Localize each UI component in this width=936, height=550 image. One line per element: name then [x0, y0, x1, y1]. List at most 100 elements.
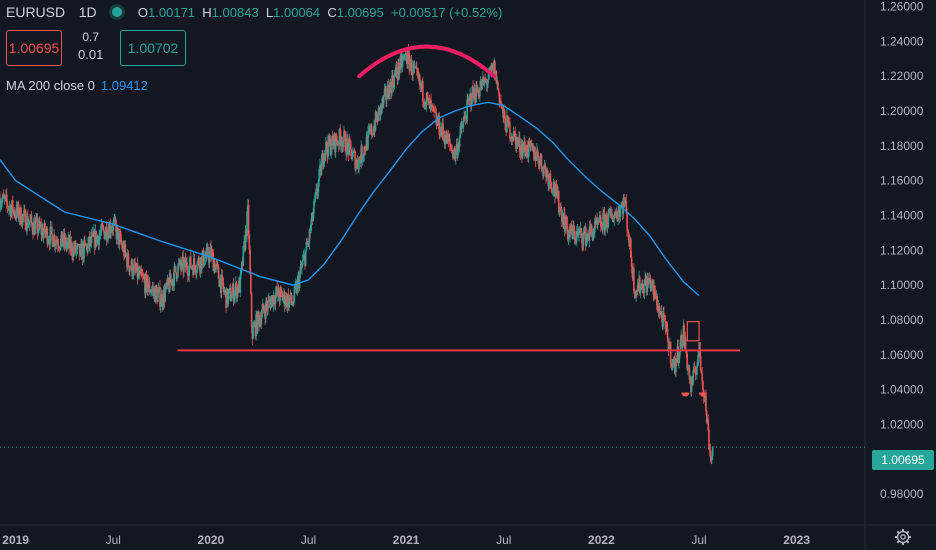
candle-body [273, 295, 275, 302]
candle-body [425, 93, 428, 105]
candle-body [711, 456, 713, 460]
candle-body [47, 240, 49, 245]
candle-body [35, 219, 37, 223]
candle-body [340, 136, 342, 147]
candle-body [560, 208, 563, 223]
candle-body [192, 258, 195, 275]
candle-body [639, 289, 642, 294]
candle-body [49, 227, 52, 245]
candle-body [546, 170, 549, 175]
last-price-tag: 1.00695 [872, 450, 934, 470]
candle-body [284, 303, 287, 307]
candle-body [98, 235, 100, 246]
candle-body [26, 215, 29, 227]
candle-body [159, 302, 162, 307]
candle-body [28, 222, 31, 225]
price-tick-label: 1.04000 [880, 383, 924, 397]
candle-body [308, 229, 311, 244]
candle-body [476, 84, 478, 93]
candle-body [210, 251, 213, 258]
candle-body [104, 233, 106, 239]
price-tick-label: 1.22000 [880, 69, 924, 83]
candle-body [495, 71, 498, 84]
candle-body [467, 100, 470, 101]
candle-body [413, 66, 416, 69]
timeframe[interactable]: 1D [78, 4, 97, 20]
candle-body [290, 292, 293, 302]
candle-body [367, 129, 370, 131]
candle-body [662, 312, 664, 327]
candle-body [684, 338, 687, 351]
spread-display: 0.7 0.01 [78, 28, 103, 64]
candle-body [395, 67, 398, 76]
price-tick-label: 1.18000 [880, 139, 924, 153]
gear-icon[interactable] [894, 528, 912, 546]
candle-body [363, 146, 366, 156]
candle-body [381, 98, 384, 109]
candle-body [598, 217, 601, 223]
candle-body [504, 117, 507, 131]
candle-body [690, 379, 693, 392]
candle-body [688, 367, 691, 380]
time-axis[interactable]: 2019 Jul 2020 Jul 2021 Jul 2022 Jul 2023 [2, 533, 810, 547]
candle-body [416, 67, 418, 70]
candle-body [281, 293, 284, 301]
candle-body [582, 233, 585, 246]
candle-body [615, 212, 618, 218]
candle-body [452, 150, 454, 158]
candle-body [305, 242, 308, 251]
candle-body [367, 130, 369, 150]
candle-body [585, 236, 588, 246]
candle-body [350, 149, 353, 160]
candle-body [503, 110, 506, 118]
buy-button[interactable]: 1.00702 [120, 30, 186, 66]
candle-body [242, 246, 245, 266]
candle-body [588, 226, 591, 241]
candle-body [304, 250, 307, 266]
candle-body [572, 225, 574, 239]
candle-body [65, 237, 67, 248]
candle-body [449, 138, 451, 144]
candle-body [109, 223, 112, 234]
candle-body [141, 275, 144, 277]
candle-body [338, 128, 341, 146]
candle-body [461, 127, 464, 129]
candle-body [27, 224, 30, 227]
candle-body [679, 340, 682, 352]
candle-body [186, 261, 188, 271]
candle-body [575, 231, 578, 241]
candle-body [455, 150, 457, 159]
candle-body [560, 206, 562, 209]
candle-body [483, 79, 486, 85]
candle-body [71, 242, 73, 255]
spread-bottom: 0.01 [78, 47, 104, 62]
sell-button[interactable]: 1.00695 [6, 30, 62, 66]
bottom-mark [698, 392, 707, 397]
price-axis[interactable]: 1.26000 1.24000 1.22000 1.20000 1.18000 1.160… [880, 0, 924, 501]
candle-body [236, 287, 239, 299]
candle-body [354, 151, 357, 170]
ma-indicator-legend[interactable]: MA 200 close 0 1.09412 [6, 78, 148, 93]
candle-body [385, 88, 387, 101]
candle-body [186, 270, 189, 276]
candle-body [358, 157, 360, 170]
candle-body [157, 289, 160, 293]
candle-body [479, 87, 481, 97]
candle-body [693, 366, 696, 373]
price-tick-label: 1.14000 [880, 208, 924, 222]
candle-body [596, 217, 598, 224]
candle-body [179, 259, 182, 267]
candle-body [288, 298, 290, 308]
ma-layer [0, 101, 700, 297]
symbol-name[interactable]: EURUSD [6, 4, 66, 20]
candle-body [250, 273, 252, 294]
candle-body [1, 199, 4, 203]
candle-body [106, 238, 109, 240]
price-tick-label: 1.06000 [880, 348, 924, 362]
candle-body [410, 58, 413, 75]
candle-body [240, 269, 242, 275]
candle-body [447, 134, 450, 141]
candle-body [132, 264, 135, 276]
candle-body [444, 140, 447, 145]
